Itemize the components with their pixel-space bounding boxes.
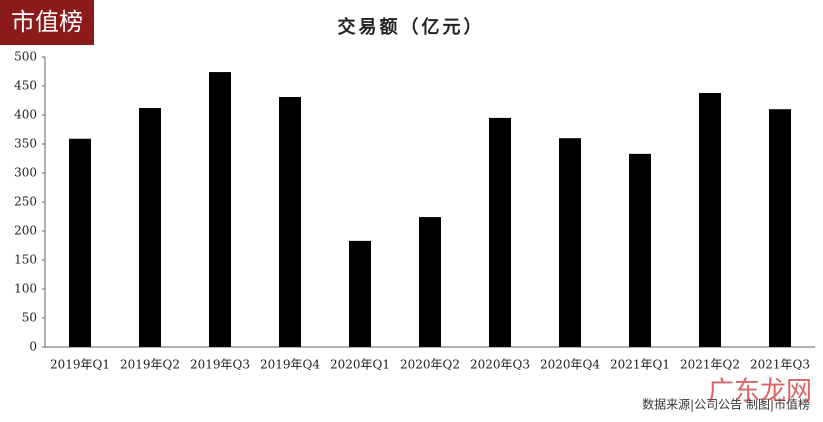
bar [279, 97, 301, 348]
x-tick-label: 2021年Q1 [610, 358, 670, 372]
x-tick-label: 2021年Q3 [750, 358, 810, 372]
x-tick-label: 2021年Q2 [680, 358, 740, 372]
logo: 市值榜 [11, 8, 83, 36]
bar [419, 217, 441, 347]
x-tick-label: 2020年Q4 [540, 358, 600, 372]
chart-title: 交易额（亿元） [338, 16, 485, 38]
y-tick-label: 50 [22, 311, 37, 325]
x-tick-label: 2019年Q4 [260, 358, 320, 372]
bar [489, 117, 511, 348]
bar [139, 108, 161, 347]
x-tick-label: 2019年Q3 [190, 358, 250, 372]
x-tick-label: 2020年Q1 [330, 358, 390, 372]
bar [349, 240, 371, 347]
y-tick-label: 250 [14, 195, 37, 209]
y-tick-label: 200 [14, 224, 37, 238]
y-tick-label: 300 [14, 166, 37, 180]
y-tick-label: 0 [29, 340, 37, 354]
y-tick-label: 450 [14, 79, 37, 93]
bar [69, 138, 91, 347]
watermark: 广东龙网 [708, 377, 812, 407]
x-tick-label: 2019年Q2 [120, 358, 180, 372]
bar [699, 92, 721, 348]
y-tick-label: 400 [14, 108, 37, 122]
x-tick-label: 2020年Q3 [470, 358, 530, 372]
y-tick-label: 100 [14, 282, 37, 296]
bar [629, 153, 651, 347]
y-tick-label: 500 [14, 50, 37, 64]
x-tick-label: 2020年Q2 [400, 358, 460, 372]
x-tick-label: 2019年Q1 [50, 358, 110, 372]
logo-box [0, 0, 94, 45]
y-tick-label: 350 [14, 137, 37, 151]
bar [209, 72, 231, 347]
bar [559, 138, 581, 347]
source-note: 数据来源|公司公告 制图|市值榜 [642, 397, 810, 412]
y-tick-label: 150 [14, 253, 37, 267]
bar [769, 109, 791, 347]
